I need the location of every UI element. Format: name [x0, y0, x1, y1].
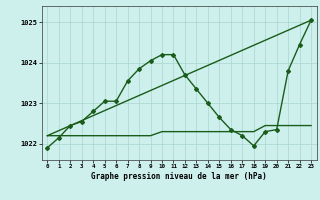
X-axis label: Graphe pression niveau de la mer (hPa): Graphe pression niveau de la mer (hPa): [91, 172, 267, 181]
